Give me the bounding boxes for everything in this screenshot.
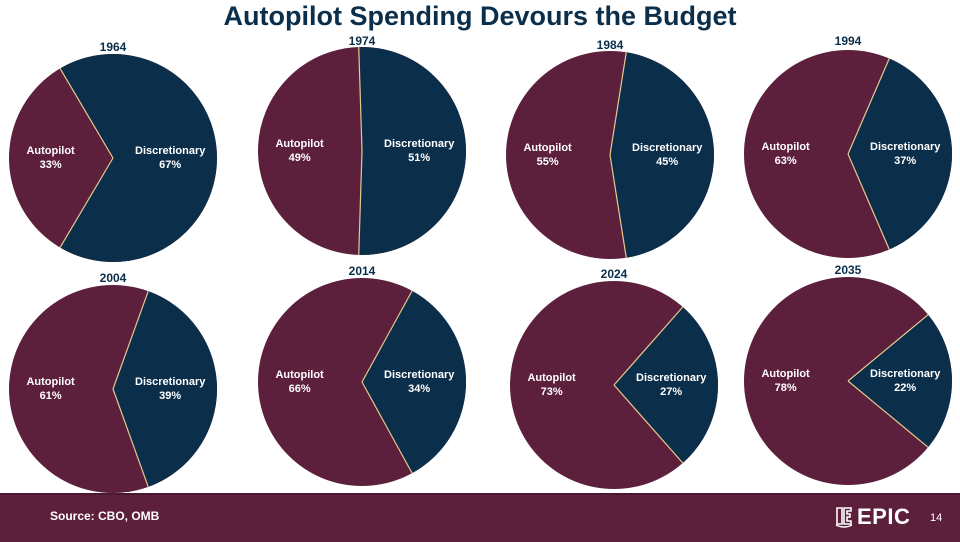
page-number: 14 [930, 512, 943, 524]
label-autopilot-line: 63% [775, 155, 797, 167]
page-title: Autopilot Spending Devours the Budget [223, 1, 737, 31]
source-note: Source: CBO, OMB [50, 509, 160, 523]
label-discretionary-line: 51% [408, 152, 430, 164]
slice-divider [609, 154, 627, 258]
label-autopilot-line: 33% [40, 159, 62, 171]
slice-divider [361, 381, 413, 474]
slice-divider [358, 150, 363, 255]
label-discretionary-line: 45% [656, 156, 678, 168]
label-autopilot-line: 66% [289, 383, 311, 395]
pie-slice-discretionary [362, 290, 467, 474]
label-autopilot-line: Autopilot [275, 138, 324, 150]
label-autopilot-line: Autopilot [275, 369, 324, 381]
label-autopilot: Autopilot 66% [275, 369, 324, 395]
pie-title: 2024 [601, 267, 628, 281]
label-autopilot-line: Autopilot [523, 142, 572, 154]
label-discretionary: Discretionary 39% [135, 376, 206, 402]
label-discretionary-line: 22% [894, 382, 916, 394]
label-autopilot-line: 73% [541, 386, 563, 398]
label-autopilot: Autopilot 33% [26, 145, 75, 171]
pie-slice-discretionary [113, 291, 217, 487]
label-discretionary-line: Discretionary [384, 138, 455, 150]
label-autopilot-line: Autopilot [527, 372, 576, 384]
label-discretionary: Discretionary 67% [135, 145, 206, 171]
label-discretionary-line: 34% [408, 383, 430, 395]
slice-divider [847, 380, 929, 448]
slice-divider [613, 384, 684, 464]
label-discretionary-line: 37% [894, 155, 916, 167]
epic-logo: EPIC [834, 504, 910, 530]
label-discretionary-line: Discretionary [135, 145, 206, 157]
label-discretionary-line: Discretionary [632, 142, 703, 154]
label-autopilot: Autopilot 78% [761, 368, 810, 394]
pie-chart-1994: 1994 Autopilot 63% Discretionary 37% [744, 34, 953, 258]
label-discretionary: Discretionary 37% [870, 141, 941, 167]
pie-title: 1994 [835, 34, 862, 48]
pie-chart-1984: 1984 Autopilot 55% Discretionary 45% [506, 38, 715, 259]
label-autopilot: Autopilot 61% [26, 376, 75, 402]
label-autopilot-line: 49% [289, 152, 311, 164]
slice-divider [613, 306, 684, 386]
label-autopilot: Autopilot 49% [275, 138, 324, 164]
label-discretionary-line: 67% [159, 159, 181, 171]
pie-chart-2004: 2004 Autopilot 61% Discretionary 39% [9, 271, 217, 493]
label-autopilot: Autopilot 73% [527, 372, 576, 398]
label-autopilot-line: Autopilot [761, 368, 810, 380]
slice-divider [609, 52, 627, 156]
slice-divider [847, 314, 929, 382]
pie-slice-discretionary [358, 47, 466, 255]
label-discretionary-line: 27% [660, 386, 682, 398]
pie-title: 1984 [597, 38, 624, 52]
pie-title: 1964 [100, 40, 127, 54]
label-autopilot-line: Autopilot [26, 376, 75, 388]
label-autopilot: Autopilot 63% [761, 141, 810, 167]
label-autopilot-line: 78% [775, 382, 797, 394]
label-autopilot-line: 61% [40, 390, 62, 402]
slice-divider [59, 68, 114, 159]
pie-title: 2035 [835, 263, 862, 277]
pie-chart-2035: 2035 Autopilot 78% Discretionary 22% [744, 263, 952, 485]
label-discretionary-line: Discretionary [870, 368, 941, 380]
pie-slice-discretionary [848, 314, 952, 448]
epic-logo-icon [835, 507, 853, 528]
pie-slice-discretionary [614, 306, 719, 464]
pie-title: 1974 [349, 34, 376, 48]
label-discretionary-line: Discretionary [870, 141, 941, 153]
pie-title: 2004 [100, 271, 127, 285]
label-discretionary-line: Discretionary [135, 376, 206, 388]
slice-divider [112, 290, 149, 390]
pie-chart-2014: 2014 Autopilot 66% Discretionary 34% [258, 264, 467, 486]
slice-divider [59, 157, 114, 248]
pie-slice-discretionary [848, 58, 953, 250]
slice-divider [847, 58, 890, 155]
label-autopilot-line: Autopilot [26, 145, 75, 157]
slice-divider [358, 47, 363, 152]
label-discretionary: Discretionary 34% [384, 369, 455, 395]
label-discretionary-line: Discretionary [384, 369, 455, 381]
pie-slice-discretionary [60, 54, 217, 263]
label-discretionary-line: 39% [159, 390, 181, 402]
label-discretionary: Discretionary 27% [636, 372, 707, 398]
label-autopilot-line: 55% [537, 156, 559, 168]
logo-text: EPIC [857, 504, 911, 529]
label-discretionary-line: Discretionary [636, 372, 707, 384]
footer-bar: Source: CBO, OMB EPIC 14 [0, 493, 960, 542]
slice-divider [361, 290, 413, 383]
label-autopilot-line: Autopilot [761, 141, 810, 153]
pie-chart-2024: 2024 Autopilot 73% Discretionary 27% [510, 267, 719, 489]
pie-slice-discretionary [610, 52, 715, 258]
pie-title: 2014 [349, 264, 376, 278]
label-autopilot: Autopilot 55% [523, 142, 572, 168]
label-discretionary: Discretionary 51% [384, 138, 455, 164]
slice-divider [112, 388, 149, 488]
slice-divider [847, 153, 890, 250]
pie-chart-1974: 1974 Autopilot 49% Discretionary 51% [258, 34, 466, 255]
label-discretionary: Discretionary 22% [870, 368, 941, 394]
pie-chart-1964: 1964 Autopilot 33% Discretionary 67% [9, 40, 217, 263]
label-discretionary: Discretionary 45% [632, 142, 703, 168]
